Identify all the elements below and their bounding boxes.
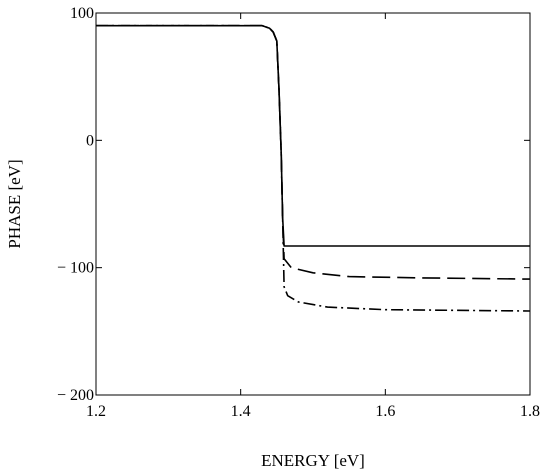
tick-labels: 1.2 1.4 1.6 1.8 100 0 − 100 − 200	[57, 5, 540, 420]
series-line-solid	[96, 24, 530, 247]
x-axis-label: ENERGY [eV]	[261, 451, 365, 470]
x-tick-label: 1.2	[86, 403, 106, 420]
y-tick-label: − 100	[57, 260, 94, 277]
y-axis-label: PHASE [eV]	[5, 159, 24, 248]
series-line-dashed	[96, 24, 531, 280]
x-tick-label: 1.6	[375, 403, 395, 420]
y-tick-label: 0	[86, 132, 94, 149]
series-line-dashdot	[96, 24, 531, 312]
y-tick-label: − 200	[57, 387, 94, 404]
x-tick-label: 1.4	[231, 403, 251, 420]
x-tick-label: 1.8	[520, 403, 540, 420]
plot-frame	[95, 12, 531, 396]
ticks	[95, 12, 531, 396]
series	[96, 24, 531, 312]
y-tick-label: 100	[70, 5, 94, 22]
